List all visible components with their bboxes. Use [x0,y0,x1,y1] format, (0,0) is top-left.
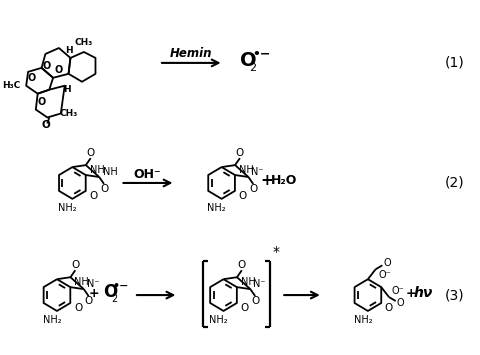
Text: H: H [65,45,72,55]
Text: CH₃: CH₃ [75,38,93,47]
Text: O: O [28,73,36,83]
Text: O: O [100,184,108,194]
Text: O: O [240,303,249,313]
Text: O: O [249,184,257,194]
Text: O: O [55,65,63,75]
Text: 2: 2 [111,294,117,304]
Text: NH: NH [74,277,89,287]
Text: O: O [239,191,247,201]
Text: (3): (3) [445,288,464,302]
Text: NH₂: NH₂ [354,315,372,325]
Text: O: O [384,258,391,268]
Text: O: O [84,296,93,306]
Text: NH: NH [239,165,253,175]
Text: NH₂: NH₂ [207,203,226,213]
Text: H₂O: H₂O [271,174,297,187]
Text: +: + [406,286,417,300]
Text: O: O [89,191,97,201]
Text: O: O [42,61,50,71]
Text: O: O [396,298,404,308]
Text: NH: NH [90,165,105,175]
Text: (1): (1) [444,56,465,70]
Text: O⁻: O⁻ [392,286,405,296]
Text: CH₃: CH₃ [60,109,78,118]
Text: O: O [236,148,244,158]
Text: Hemin: Hemin [169,48,212,60]
Text: +: + [88,286,99,300]
Text: O: O [103,283,118,301]
Text: *: * [273,245,279,260]
Text: NH: NH [241,277,255,287]
Text: O: O [240,51,256,70]
Text: 2: 2 [250,63,257,73]
Text: NH: NH [103,167,118,177]
Text: O: O [37,97,46,106]
Text: NH₂: NH₂ [43,315,61,325]
Text: O: O [251,296,259,306]
Text: H₃C: H₃C [2,81,20,90]
Text: N⁻: N⁻ [252,167,264,177]
Text: NH₂: NH₂ [58,203,77,213]
Text: hν: hν [413,286,432,300]
Text: O: O [238,260,246,270]
Text: O: O [86,148,95,158]
Text: N⁻: N⁻ [253,279,266,289]
Text: OH⁻: OH⁻ [133,168,161,181]
Text: N⁻: N⁻ [87,279,99,289]
Text: O: O [385,303,393,313]
Text: O: O [41,120,50,130]
Text: O: O [71,260,79,270]
Text: H: H [63,85,71,94]
Text: •−: •− [252,49,271,61]
Text: NH₂: NH₂ [209,315,228,325]
Text: •−: •− [113,281,129,291]
Text: +: + [261,174,273,189]
Text: (2): (2) [445,176,464,190]
Text: O⁻: O⁻ [379,270,391,280]
Text: O: O [74,303,82,313]
